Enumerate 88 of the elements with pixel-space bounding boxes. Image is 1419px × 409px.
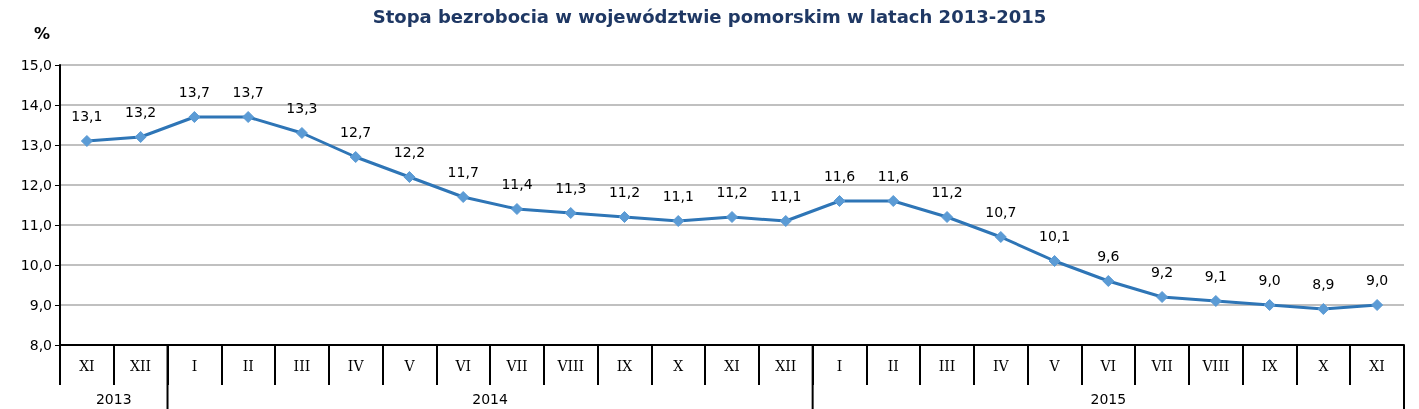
text: 2014 [472, 391, 508, 407]
data-label: 12,7 [340, 124, 372, 140]
point [242, 111, 255, 123]
point [1156, 291, 1169, 303]
point [1371, 299, 1384, 311]
data-label: 11,2 [931, 184, 963, 200]
x-tick-label: IV [992, 358, 1010, 374]
x-tick-label: IX [1261, 358, 1278, 374]
data-label: 9,6 [1097, 248, 1120, 264]
x-tick-label: X [1318, 358, 1329, 374]
x-tick-label: V [403, 358, 416, 374]
x-tick-label: VI [454, 358, 472, 374]
point [564, 207, 577, 219]
x-tick-label: XII [775, 358, 797, 374]
x-tick-label: VII [1150, 358, 1173, 374]
data-label: 13,1 [71, 108, 103, 124]
data-label: 10,7 [985, 204, 1017, 220]
point [887, 195, 900, 207]
x-tick-label: XII [130, 358, 152, 374]
point [295, 127, 308, 139]
data-label: 13,7 [232, 84, 264, 100]
x-tick-label: IX [616, 358, 633, 374]
point [1263, 299, 1276, 311]
point [779, 215, 792, 227]
y-tick-label: 10,0 [20, 257, 52, 273]
point [510, 203, 523, 215]
data-label: 11,2 [608, 184, 641, 200]
data-label: 11,6 [823, 168, 856, 184]
data-label: 11,1 [662, 188, 694, 204]
data-label: 11,2 [716, 184, 748, 200]
text: 2015 [1090, 391, 1127, 407]
point [1048, 255, 1061, 267]
y-tick-label: 9,0 [29, 297, 52, 313]
data-label: 9,0 [1365, 272, 1389, 288]
point [994, 231, 1007, 243]
x-tick-label: X [673, 358, 684, 374]
y-tick-label: 13,0 [20, 137, 52, 153]
data-label: 9,1 [1204, 268, 1227, 284]
x-tick-label: XI [79, 358, 95, 374]
x-tick-label: VI [1099, 358, 1117, 374]
text: 2013 [95, 391, 132, 407]
chart-title: Stopa bezrobocia w województwie pomorskim w latach 2013-2015 [372, 5, 1047, 27]
point [457, 191, 470, 203]
point [833, 195, 846, 207]
data-label: 13,3 [286, 100, 318, 116]
point [1317, 303, 1330, 315]
y-tick-label: 11,0 [20, 217, 52, 233]
x-tick-label: VII [505, 358, 528, 374]
x-tick-label: XI [724, 358, 740, 374]
point [134, 131, 147, 143]
data-label: 13,2 [125, 104, 157, 120]
data-label: 11,1 [770, 188, 802, 204]
data-label: 8,9 [1312, 276, 1335, 292]
point [403, 171, 416, 183]
x-tick-label: III [938, 358, 956, 374]
x-tick-label: XI [1369, 358, 1385, 374]
data-label: 12,2 [393, 144, 426, 160]
point [672, 215, 685, 227]
data-label: 9,2 [1150, 264, 1174, 280]
x-tick-label: VIII [1201, 358, 1230, 374]
data-label: 9,0 [1258, 272, 1281, 288]
x-tick-label: III [293, 358, 311, 374]
x-tick-label: I [836, 358, 843, 374]
point [726, 211, 738, 223]
x-tick-label: V [1048, 358, 1061, 374]
data-label: 10,1 [1038, 228, 1071, 244]
data-label: 11,7 [447, 164, 479, 180]
y-tick-label: 12,0 [20, 177, 52, 193]
point [1102, 275, 1115, 287]
x-tick-label: II [887, 358, 899, 374]
point [188, 111, 201, 123]
data-label: 13,7 [178, 84, 210, 100]
point [80, 135, 93, 147]
y-axis-title: % [33, 23, 50, 43]
point [349, 151, 362, 163]
data-label: 11,6 [877, 168, 909, 184]
y-tick-label: 14,0 [20, 97, 52, 113]
y-tick-label: 15,0 [20, 57, 52, 73]
point [941, 211, 954, 223]
x-tick-label: II [242, 358, 254, 374]
point [618, 211, 631, 223]
point [1209, 295, 1222, 307]
x-tick-label: I [191, 358, 198, 374]
x-tick-label: VIII [556, 358, 585, 374]
data-label: 11,3 [555, 180, 587, 196]
y-tick-label: 8,0 [29, 337, 52, 353]
x-tick-label: IV [347, 358, 365, 374]
data-label: 11,4 [501, 176, 533, 192]
